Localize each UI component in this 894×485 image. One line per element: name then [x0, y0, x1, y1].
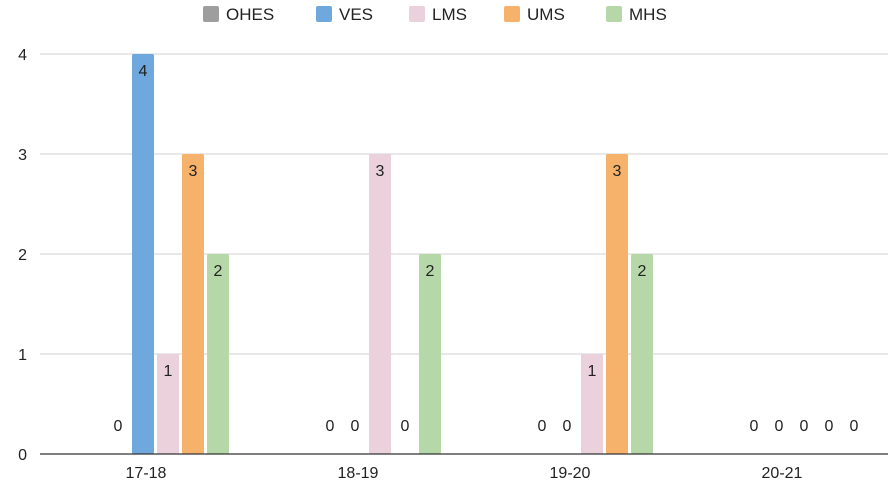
legend-item-lms[interactable]: LMS — [409, 5, 467, 24]
legend-label-ums: UMS — [527, 5, 565, 24]
legend-swatch-mhs — [606, 6, 622, 22]
data-label-lms-19-20: 1 — [588, 363, 597, 380]
bar-lms-19-20[interactable] — [581, 354, 603, 454]
data-label-mhs-20-21: 0 — [850, 418, 859, 435]
legend-item-mhs[interactable]: MHS — [606, 5, 667, 24]
data-label-mhs-17-18: 2 — [214, 263, 223, 280]
x-tick-label-20-21: 20-21 — [762, 465, 803, 482]
bar-lms-17-18[interactable] — [157, 354, 179, 454]
data-label-ums-19-20: 3 — [613, 163, 622, 180]
legend-swatch-ums — [504, 6, 520, 22]
legend-label-ves: VES — [339, 5, 373, 24]
y-axis-ticks: 0 1 2 3 4 — [18, 47, 27, 464]
data-label-ohes-19-20: 0 — [538, 418, 547, 435]
bar-mhs-17-18[interactable] — [207, 254, 229, 454]
data-label-lms-18-19: 3 — [376, 163, 385, 180]
data-label-ves-18-19: 0 — [351, 418, 360, 435]
bars — [132, 54, 653, 454]
x-tick-label-18-19: 18-19 — [338, 465, 379, 482]
legend-item-ohes[interactable]: OHES — [203, 5, 274, 24]
data-label-ves-20-21: 0 — [775, 418, 784, 435]
x-axis-ticks: 17-18 18-19 19-20 20-21 — [126, 465, 803, 482]
legend-swatch-ves — [316, 6, 332, 22]
bar-mhs-19-20[interactable] — [631, 254, 653, 454]
legend-label-ohes: OHES — [226, 5, 274, 24]
legend: OHES VES LMS UMS MHS — [203, 5, 667, 24]
y-tick-label-3: 3 — [18, 147, 27, 164]
data-label-lms-20-21: 0 — [800, 418, 809, 435]
data-label-ums-20-21: 0 — [825, 418, 834, 435]
data-label-ves-19-20: 0 — [563, 418, 572, 435]
y-tick-label-4: 4 — [18, 47, 27, 64]
legend-label-lms: LMS — [432, 5, 467, 24]
bar-ums-17-18[interactable] — [182, 154, 204, 454]
gridlines — [40, 53, 888, 355]
data-label-ohes-18-19: 0 — [326, 418, 335, 435]
bar-ums-19-20[interactable] — [606, 154, 628, 454]
legend-swatch-ohes — [203, 6, 219, 22]
legend-item-ves[interactable]: VES — [316, 5, 373, 24]
data-label-ums-17-18: 3 — [189, 163, 198, 180]
x-tick-label-17-18: 17-18 — [126, 465, 167, 482]
data-label-lms-17-18: 1 — [164, 363, 173, 380]
data-label-ohes-20-21: 0 — [750, 418, 759, 435]
legend-swatch-lms — [409, 6, 425, 22]
x-tick-label-19-20: 19-20 — [550, 465, 591, 482]
legend-label-mhs: MHS — [629, 5, 667, 24]
data-label-ves-17-18: 4 — [139, 63, 148, 80]
y-tick-label-2: 2 — [18, 247, 27, 264]
y-tick-label-0: 0 — [18, 447, 27, 464]
y-tick-label-1: 1 — [18, 347, 27, 364]
bar-mhs-18-19[interactable] — [419, 254, 441, 454]
data-label-mhs-18-19: 2 — [426, 263, 435, 280]
data-label-ums-18-19: 0 — [401, 418, 410, 435]
legend-item-ums[interactable]: UMS — [504, 5, 565, 24]
data-label-ohes-17-18: 0 — [114, 418, 123, 435]
bar-ves-17-18[interactable] — [132, 54, 154, 454]
bar-lms-18-19[interactable] — [369, 154, 391, 454]
data-label-mhs-19-20: 2 — [638, 263, 647, 280]
